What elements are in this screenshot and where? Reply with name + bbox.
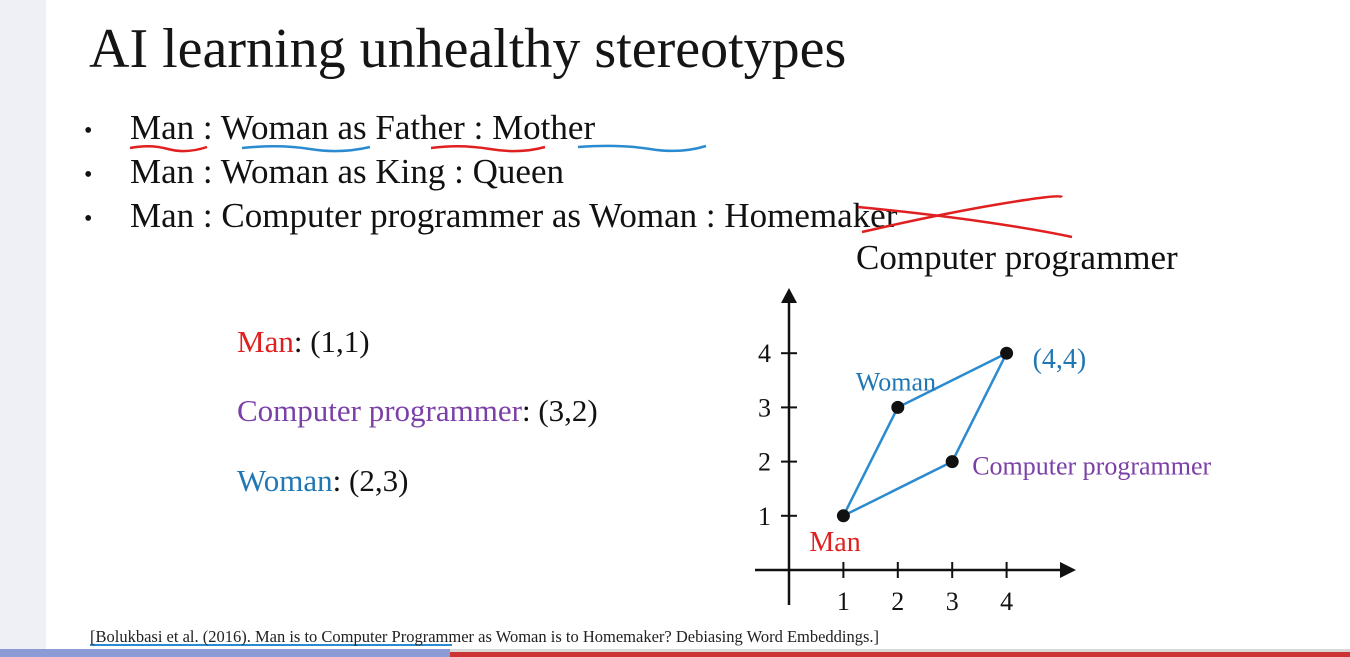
bottom-divider: [0, 649, 1350, 652]
bullet-1: Man : Woman as Father : Mother: [130, 108, 596, 147]
point-label: Man: [809, 527, 860, 558]
data-point: [891, 400, 905, 414]
slide-title: AI learning unhealthy stereotypes: [89, 18, 847, 80]
y-tick-label: 3: [758, 393, 771, 422]
bullet-1-c: Father: [375, 108, 465, 147]
strike-homemaker-2: [861, 195, 1064, 234]
coord-programmer-label: Computer programmer: [237, 393, 522, 428]
bullet-1-a: Man: [130, 108, 195, 147]
point-label: Woman: [856, 367, 936, 396]
strike-homemaker-1: [857, 205, 1073, 239]
coord-programmer: Computer programmer: (3,2): [237, 393, 598, 428]
data-point: [836, 509, 850, 523]
coord-woman: Woman: (2,3): [237, 463, 409, 498]
bullet-1-d: Mother: [492, 108, 596, 147]
x-tick-label: 1: [837, 587, 850, 616]
bullet-dot: •: [84, 162, 93, 188]
slide: [46, 0, 1350, 649]
x-tick-label: 4: [1000, 587, 1013, 616]
bullet-3: Man : Computer programmer as Woman : Hom…: [130, 196, 898, 235]
chart-axes: 1 2 3 4 1 2 3 4: [755, 288, 1076, 616]
progress-bar-blue: [0, 649, 450, 657]
coord-man: Man: (1,1): [237, 324, 370, 359]
underline-father: [430, 145, 546, 153]
point-label: Computer programmer: [972, 452, 1211, 481]
x-tick-label: 2: [891, 587, 904, 616]
bullet-dot: •: [84, 118, 93, 144]
correction-text: Computer programmer: [856, 238, 1178, 277]
coord-man-label: Man: [237, 324, 294, 359]
point-label: (4,4): [1033, 344, 1087, 375]
y-tick-label: 2: [758, 448, 771, 477]
data-point: [945, 455, 959, 469]
underline-mother: [577, 144, 707, 153]
bullet-1-b: Woman: [220, 108, 329, 147]
citation: [Bolukbasi et al. (2016). Man is to Comp…: [90, 627, 880, 646]
progress-bar-red: [450, 652, 1350, 657]
y-tick-label: 4: [758, 339, 771, 368]
chart-marks: Man Woman Computer programmer (4,4): [809, 344, 1211, 558]
y-axis-arrow: [781, 288, 797, 303]
x-axis-arrow: [1060, 562, 1076, 578]
y-tick-label: 1: [758, 502, 771, 531]
underline-woman: [241, 144, 371, 153]
bullet-dot: •: [84, 206, 93, 232]
bullet-2: Man : Woman as King : Queen: [130, 152, 564, 191]
struck-word: Homemaker: [724, 196, 898, 235]
x-tick-label: 3: [946, 587, 959, 616]
data-point: [1000, 346, 1014, 360]
underline-man: [129, 145, 208, 153]
coord-woman-label: Woman: [237, 463, 333, 498]
